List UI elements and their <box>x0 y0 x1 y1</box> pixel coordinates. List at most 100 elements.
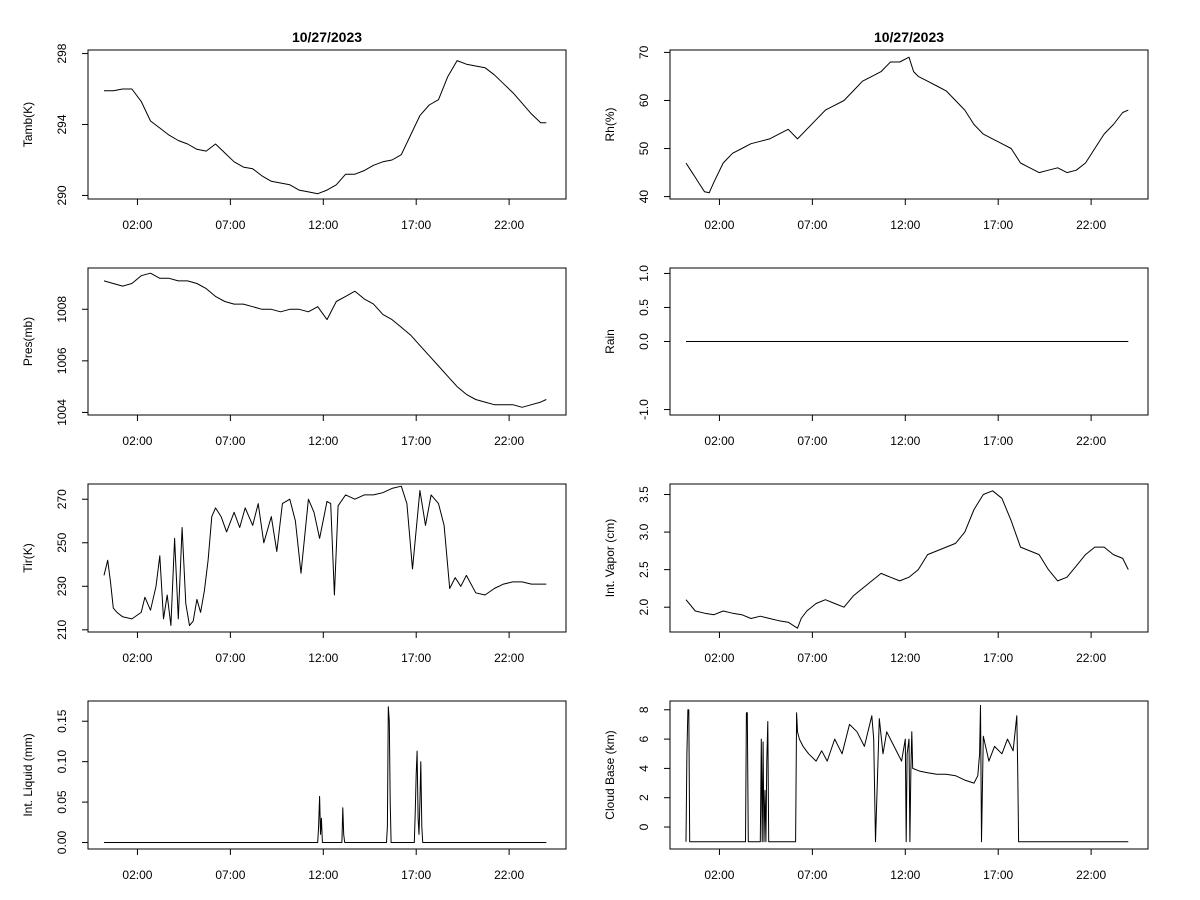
y-tick-label: 3.0 <box>637 523 651 540</box>
x-tick-label: 22:00 <box>1076 651 1106 665</box>
y-axis-label: Rain <box>603 329 617 354</box>
y-tick-label: 298 <box>55 43 69 63</box>
data-line <box>685 490 1129 629</box>
y-tick-label: 210 <box>55 619 69 639</box>
x-tick-label: 22:00 <box>494 434 524 448</box>
x-tick-label: 12:00 <box>890 218 920 232</box>
x-tick-label: 02:00 <box>704 868 734 882</box>
y-tick-label: 2.5 <box>637 561 651 578</box>
y-tick-label: 0.15 <box>55 709 69 733</box>
y-tick-label: 0.10 <box>55 750 69 774</box>
plot-frame <box>87 700 567 850</box>
x-tick-label: 02:00 <box>704 651 734 665</box>
y-tick-label: 8 <box>637 706 651 713</box>
data-line <box>103 485 547 626</box>
y-axis-label: Int. Vapor (cm) <box>603 519 617 597</box>
x-tick-label: 12:00 <box>308 434 338 448</box>
y-tick-label: 2 <box>637 794 651 801</box>
data-line <box>685 56 1129 194</box>
x-tick-label: 12:00 <box>308 868 338 882</box>
x-tick-label: 17:00 <box>401 434 431 448</box>
x-tick-label: 07:00 <box>797 218 827 232</box>
chart-title: 10/27/2023 <box>292 29 362 45</box>
y-tick-label: 4 <box>637 765 651 772</box>
x-tick-label: 07:00 <box>797 868 827 882</box>
chart-panel-6: Int. Vapor (cm) 2.0 2.5 3.0 3.5 02:00 07:00 12:… <box>603 483 1149 665</box>
y-tick-label: 60 <box>637 93 651 107</box>
chart-panel-1: 10/27/2023 Tamb(K) 290 294 298 02:00 07:00 12:0… <box>21 29 567 232</box>
y-axis-label: Tamb(K) <box>21 102 35 147</box>
y-tick-label: 0.5 <box>637 299 651 316</box>
y-tick-label: 1.0 <box>637 265 651 282</box>
y-tick-label: 2.0 <box>637 599 651 616</box>
x-tick-label: 07:00 <box>215 218 245 232</box>
x-tick-label: 02:00 <box>704 218 734 232</box>
chart-panel-7: Int. Liquid (mm) 0.00 0.05 0.10 0.15 02:00 07:… <box>21 700 567 882</box>
x-tick-label: 22:00 <box>1076 868 1106 882</box>
y-tick-label: 270 <box>55 489 69 509</box>
data-line <box>104 706 547 843</box>
x-tick-label: 17:00 <box>401 868 431 882</box>
y-axis-label: Cloud Base (km) <box>603 730 617 819</box>
y-tick-label: 1004 <box>55 399 69 426</box>
y-tick-label: 0.0 <box>637 333 651 350</box>
y-tick-label: 290 <box>55 185 69 205</box>
x-tick-label: 17:00 <box>401 651 431 665</box>
y-tick-label: 70 <box>637 45 651 59</box>
x-tick-label: 17:00 <box>983 868 1013 882</box>
y-axis-label: Tir(K) <box>21 543 35 573</box>
chart-title: 10/27/2023 <box>874 29 944 45</box>
y-tick-label: 1008 <box>55 296 69 323</box>
chart-panel-3: Pres(mb) 1004 1006 1008 02:00 07:00 12:00 17:00… <box>21 267 567 448</box>
x-tick-label: 02:00 <box>122 651 152 665</box>
x-tick-label: 22:00 <box>494 868 524 882</box>
x-tick-label: 22:00 <box>1076 434 1106 448</box>
x-tick-label: 07:00 <box>797 434 827 448</box>
x-tick-label: 02:00 <box>122 218 152 232</box>
x-tick-label: 22:00 <box>494 651 524 665</box>
x-tick-label: 17:00 <box>983 218 1013 232</box>
x-tick-label: 17:00 <box>983 651 1013 665</box>
plot-frame <box>669 483 1149 633</box>
y-tick-label: 0.05 <box>55 790 69 814</box>
y-axis-label: Pres(mb) <box>21 317 35 366</box>
x-tick-label: 07:00 <box>215 868 245 882</box>
chart-panel-8: Cloud Base (km) 0 2 4 6 8 02:00 07:00 12:00 17:00… <box>603 700 1149 882</box>
chart-panel-5: Tir(K) 210 230 250 270 02:00 07:00 12:00 17:00 22… <box>21 483 567 665</box>
data-line <box>103 272 547 408</box>
x-tick-label: 07:00 <box>215 434 245 448</box>
y-tick-label: 1006 <box>55 347 69 374</box>
y-tick-label: 3.5 <box>637 486 651 503</box>
chart-panel-2: 10/27/2023 Rh(%) 40 50 60 70 02:00 07:00 12:00 17… <box>603 29 1149 232</box>
x-tick-label: 02:00 <box>122 434 152 448</box>
plot-frame <box>87 483 567 633</box>
data-line <box>104 60 547 195</box>
y-tick-label: 0 <box>637 823 651 830</box>
plot-frame <box>669 49 1149 200</box>
x-tick-label: 17:00 <box>983 434 1013 448</box>
x-tick-label: 12:00 <box>890 868 920 882</box>
y-tick-label: -1.0 <box>637 399 651 420</box>
x-tick-label: 12:00 <box>890 434 920 448</box>
y-tick-label: 294 <box>55 114 69 134</box>
y-tick-label: 50 <box>637 142 651 156</box>
y-tick-label: 250 <box>55 532 69 552</box>
x-tick-label: 02:00 <box>122 868 152 882</box>
x-tick-label: 12:00 <box>308 651 338 665</box>
plot-frame <box>87 49 567 200</box>
x-tick-label: 12:00 <box>308 218 338 232</box>
y-tick-label: 230 <box>55 576 69 596</box>
x-tick-label: 07:00 <box>797 651 827 665</box>
x-tick-label: 02:00 <box>704 434 734 448</box>
y-axis-label: Rh(%) <box>603 107 617 141</box>
x-tick-label: 12:00 <box>890 651 920 665</box>
x-tick-label: 07:00 <box>215 651 245 665</box>
x-tick-label: 17:00 <box>401 218 431 232</box>
plot-frame <box>669 700 1149 850</box>
x-tick-label: 22:00 <box>1076 218 1106 232</box>
x-tick-label: 22:00 <box>494 218 524 232</box>
y-axis-label: Int. Liquid (mm) <box>21 733 35 816</box>
y-tick-label: 40 <box>637 190 651 204</box>
plot-frame <box>87 267 567 416</box>
